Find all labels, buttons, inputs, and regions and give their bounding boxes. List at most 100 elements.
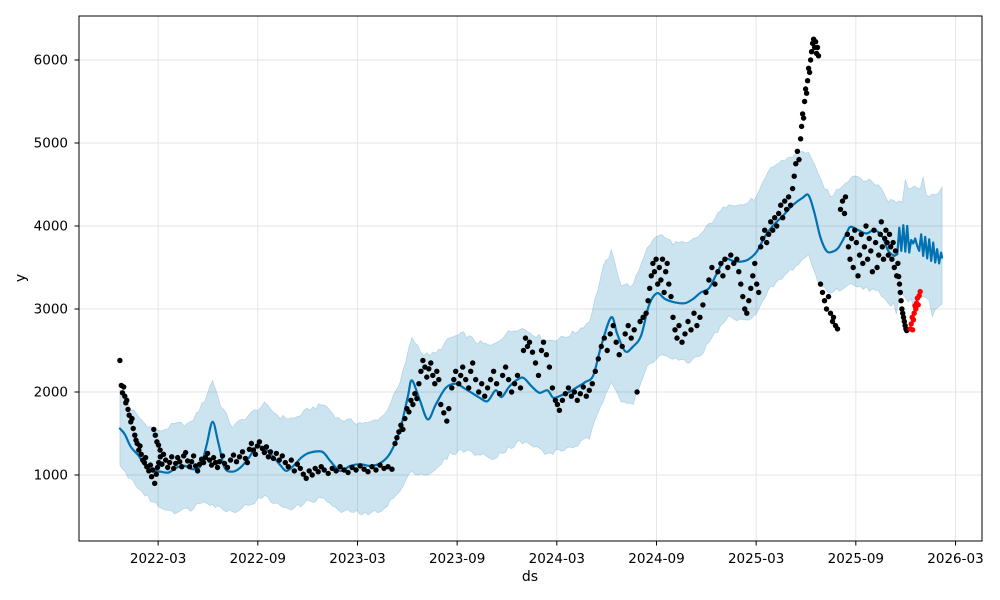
observed-point [866, 235, 872, 242]
observed-point [152, 432, 158, 438]
observed-point [309, 472, 315, 478]
observed-point [616, 352, 622, 358]
observed-point [398, 422, 404, 428]
observed-point [402, 415, 408, 422]
observed-point [315, 469, 321, 475]
observed-point [154, 464, 161, 471]
observed-point [871, 227, 877, 233]
observed-point [117, 357, 123, 364]
observed-point [643, 310, 649, 316]
observed-point [153, 471, 159, 477]
x-tick-label: 2023-09 [429, 551, 485, 567]
observed-point [715, 269, 721, 275]
observed-point [524, 343, 531, 350]
observed-point [250, 447, 257, 453]
axis-ticks: 2022-03 2022-09 2023-03 2023-09 2024-03 2024-… [34, 52, 984, 567]
observed-point [256, 439, 263, 445]
observed-point [540, 339, 547, 345]
observed-point [868, 248, 874, 254]
observed-point [137, 443, 143, 449]
observed-point [801, 98, 808, 105]
observed-point [552, 397, 559, 403]
observed-point [532, 360, 539, 366]
observed-point [874, 264, 880, 271]
observed-point [808, 49, 815, 55]
observed-point [270, 455, 277, 462]
observed-point [829, 318, 836, 325]
observed-point [200, 459, 207, 466]
observed-point [844, 231, 851, 237]
observed-point [141, 459, 148, 466]
observed-point [412, 391, 418, 397]
observed-point [791, 173, 797, 179]
observed-point [899, 306, 905, 312]
observed-point [285, 464, 291, 470]
observed-point [706, 277, 712, 283]
observed-point [549, 385, 556, 391]
observed-point [778, 202, 784, 208]
observed-point [449, 385, 455, 391]
observed-point [709, 264, 715, 271]
observed-point [656, 264, 662, 271]
observed-point [577, 391, 583, 397]
observed-point [798, 123, 805, 130]
observed-point [369, 464, 375, 470]
observed-point [568, 393, 575, 399]
x-tick-label: 2022-09 [230, 551, 286, 567]
observed-point [744, 310, 750, 316]
observed-point [640, 314, 646, 320]
observed-point [882, 235, 888, 242]
grid-lines [79, 16, 982, 541]
observed-point [877, 231, 883, 237]
x-tick-label: 2023-03 [329, 551, 385, 567]
observed-point [855, 273, 861, 279]
observed-point [121, 384, 127, 390]
observed-point [473, 376, 479, 383]
observed-point [794, 148, 801, 154]
observed-point [896, 281, 903, 287]
observed-point [610, 322, 616, 329]
observed-point [825, 293, 832, 300]
observed-point [896, 273, 902, 280]
observed-point [796, 156, 802, 163]
observed-point [432, 381, 438, 387]
observed-point [361, 466, 367, 472]
observed-point [303, 475, 309, 481]
observed-point [815, 53, 822, 59]
observed-point [607, 331, 613, 337]
anomaly-point [909, 327, 916, 333]
observed-point [227, 457, 234, 463]
observed-point [124, 397, 130, 403]
observed-point [345, 469, 351, 476]
observed-point [242, 455, 249, 462]
observed-point [760, 235, 766, 242]
observed-point [746, 298, 752, 304]
observed-point [248, 440, 255, 447]
observed-point [204, 450, 211, 457]
x-tick-label: 2024-09 [628, 551, 684, 567]
observed-point [155, 442, 162, 448]
observed-point [802, 86, 809, 92]
observed-point [804, 78, 811, 84]
y-tick-label: 5000 [34, 135, 68, 151]
observed-point [426, 366, 432, 372]
observed-point [522, 335, 529, 341]
y-tick-label: 4000 [34, 219, 68, 235]
observed-point [239, 449, 246, 455]
observed-point [484, 385, 491, 391]
observed-point [631, 327, 637, 333]
observed-point [333, 468, 339, 474]
observed-point [138, 451, 144, 457]
uncertainty-band [119, 150, 943, 516]
forecast-line [118, 193, 944, 474]
observed-point [214, 464, 221, 471]
observed-point [682, 331, 688, 337]
observed-point [526, 339, 533, 345]
observed-point [511, 381, 518, 387]
observed-point [389, 466, 395, 472]
observed-point [424, 374, 430, 380]
observed-point [416, 381, 422, 387]
observed-point [470, 360, 476, 366]
anomaly-point [910, 317, 917, 323]
